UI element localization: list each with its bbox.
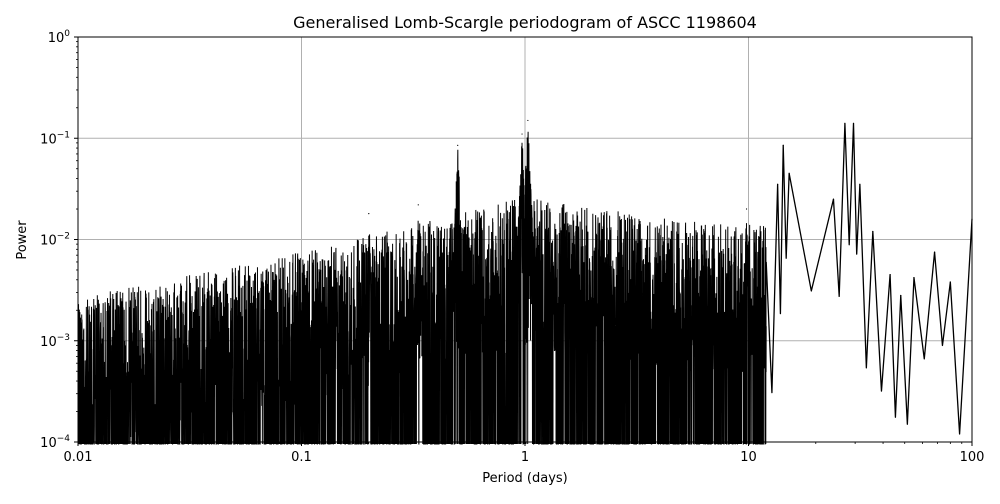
periodogram-peak-point — [521, 133, 523, 135]
x-tick-label: 0.01 — [64, 450, 93, 465]
periodogram-peak-point — [417, 204, 419, 206]
y-tick-base: 10 — [40, 436, 57, 451]
periodogram-noise-line — [77, 131, 767, 445]
y-tick-base: 10 — [48, 31, 65, 46]
x-tick-label: 1 — [521, 450, 529, 465]
y-tick-exponent: −2 — [57, 232, 70, 242]
periodogram-peak-point — [457, 144, 459, 146]
plot-frame — [77, 36, 973, 443]
x-tick-label: 0.1 — [291, 450, 312, 465]
periodogram-peak-point — [832, 198, 835, 200]
periodogram-peak-point — [777, 183, 779, 186]
periodogram-peak-point — [872, 230, 874, 233]
periodogram-peak-point — [782, 144, 784, 146]
y-tick-label: 10−1 — [40, 130, 70, 147]
periodogram-peak-point — [368, 213, 370, 215]
y-tick-label: 10−3 — [40, 333, 70, 350]
y-tick-exponent: 0 — [64, 29, 70, 39]
y-tick-exponent: −1 — [57, 130, 70, 140]
x-tick-label: 10 — [740, 450, 757, 465]
periodogram-series — [77, 119, 973, 445]
periodogram-peak-point — [745, 208, 748, 210]
periodogram-peak-point — [913, 277, 915, 279]
x-axis-label: Period (days) — [482, 471, 568, 486]
y-axis-label: Power — [15, 220, 30, 260]
y-tick-exponent: −4 — [57, 434, 71, 444]
y-tick-base: 10 — [40, 335, 57, 350]
periodogram-peak-point — [852, 122, 855, 125]
periodogram-peak-point — [788, 172, 790, 174]
periodogram-peak-point — [889, 274, 891, 276]
periodogram-peak-point — [900, 294, 902, 297]
y-tick-base: 10 — [40, 234, 57, 249]
periodogram-peak-point — [844, 122, 846, 125]
y-tick-base: 10 — [40, 132, 57, 147]
periodogram-peak-point — [527, 119, 529, 122]
chart-title: Generalised Lomb-Scargle periodogram of … — [293, 13, 757, 32]
y-tick-label: 100 — [48, 29, 71, 46]
periodogram-peak-point — [933, 251, 936, 253]
y-tick-label: 10−4 — [40, 434, 70, 451]
y-tick-exponent: −3 — [57, 333, 70, 343]
y-tick-label: 10−2 — [40, 232, 70, 249]
periodogram-peak-point — [859, 183, 861, 186]
x-tick-label: 100 — [960, 450, 985, 465]
periodogram-peak-point — [949, 281, 951, 283]
